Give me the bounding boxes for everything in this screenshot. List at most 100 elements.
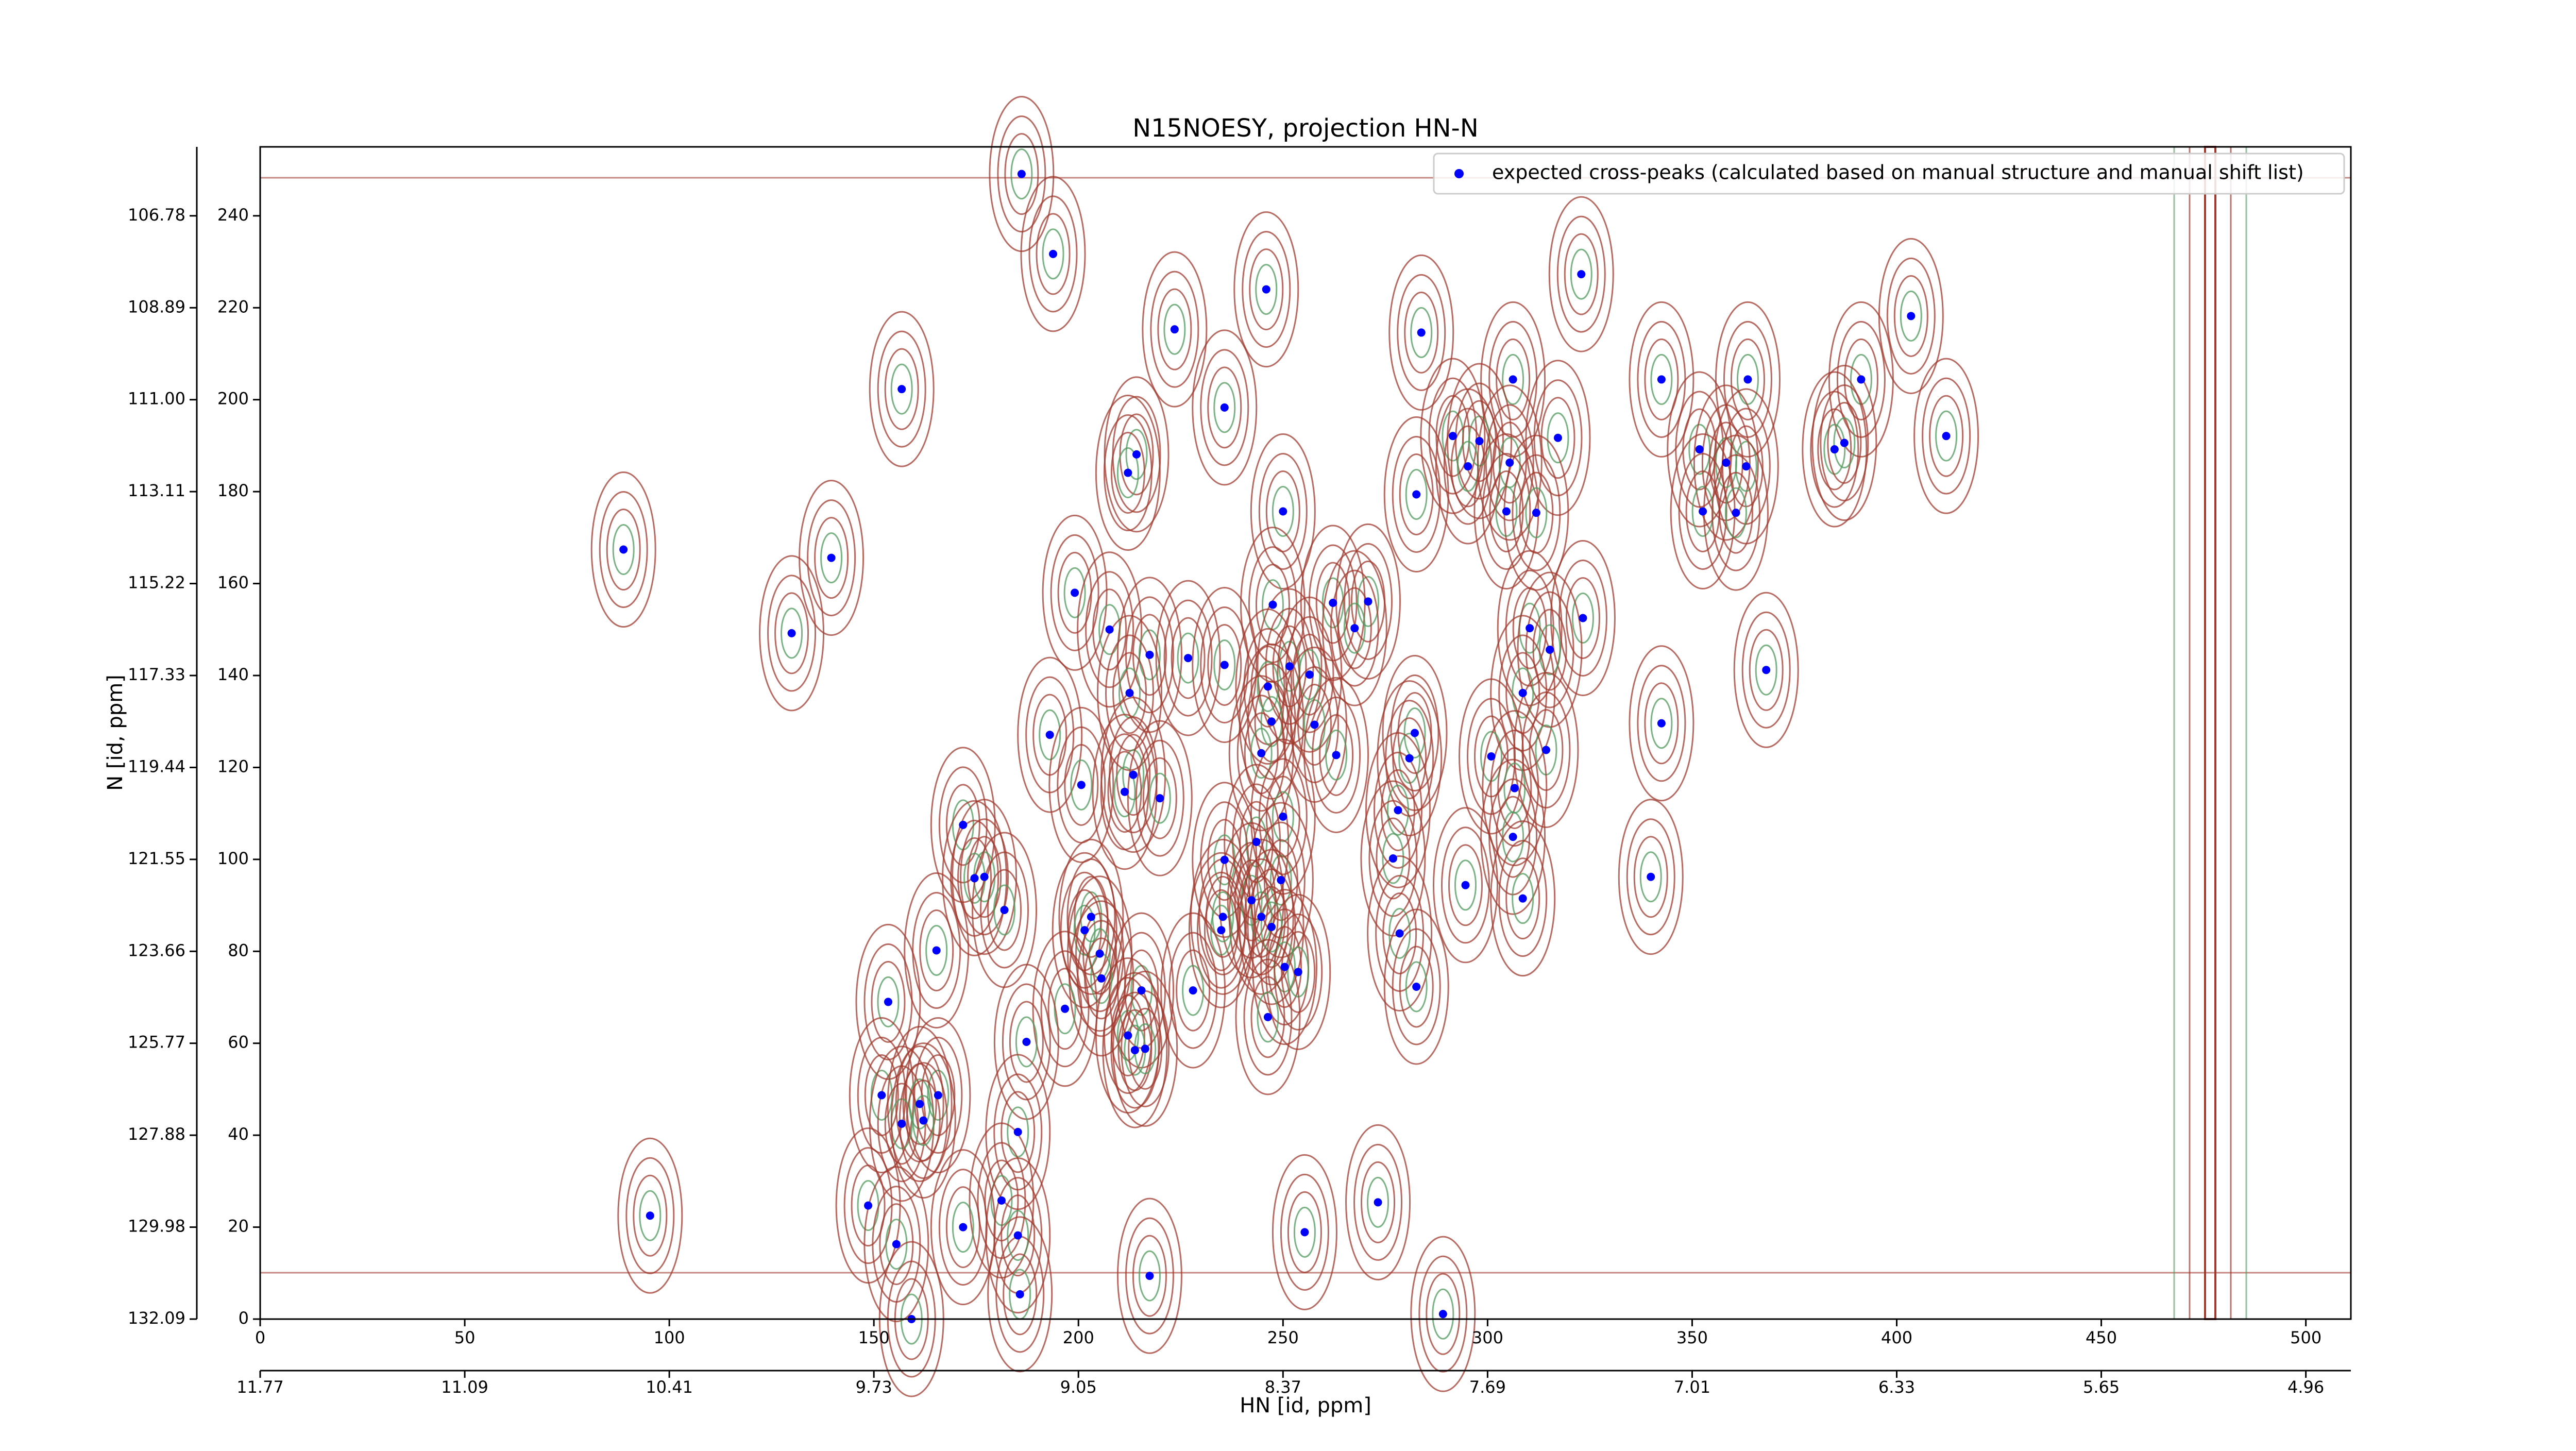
peak-contour xyxy=(1540,397,1575,479)
peak-contour xyxy=(1250,433,1316,589)
peak-contour xyxy=(1163,303,1186,355)
peak-contour xyxy=(1496,338,1531,420)
legend-label: expected cross-peaks (calculated based o… xyxy=(1492,161,2304,184)
cross-peak xyxy=(1077,781,1086,789)
peak-contour xyxy=(1420,358,1486,514)
peak-contour xyxy=(1565,577,1600,659)
cross-peak xyxy=(1277,875,1285,884)
cross-peak xyxy=(787,629,796,637)
peak-contour xyxy=(952,799,1018,955)
peak-contour xyxy=(1345,1124,1411,1280)
peak-contour xyxy=(599,491,648,609)
cross-peak xyxy=(1722,458,1731,467)
cross-peak xyxy=(1247,896,1256,905)
cross-peak xyxy=(1509,375,1517,384)
peak-contour xyxy=(1477,384,1543,541)
cross-peak xyxy=(1257,749,1266,757)
peak-contour xyxy=(1236,695,1286,812)
cross-peak xyxy=(1220,661,1229,669)
cross-peak xyxy=(1267,717,1276,726)
peak-contour xyxy=(1390,674,1439,791)
peak-contour xyxy=(1228,675,1294,832)
peak-contour xyxy=(1070,759,1093,811)
peak-contour xyxy=(957,837,992,919)
peak-contour xyxy=(884,348,919,430)
peak-contour xyxy=(1235,939,1301,1095)
peak-contour xyxy=(1365,732,1431,888)
peak-contour xyxy=(1138,1250,1161,1302)
peak-contour xyxy=(1138,629,1161,681)
peak-contour xyxy=(1036,213,1071,295)
x-tick-label: 350 xyxy=(1676,1328,1708,1347)
contour-layer xyxy=(259,96,2352,1397)
peak-contour xyxy=(1247,868,1296,986)
cross-peak xyxy=(1907,312,1916,320)
cross-peak xyxy=(1280,963,1289,971)
x2-tick-label: 7.01 xyxy=(1674,1377,1710,1397)
cross-peak xyxy=(1374,1198,1382,1207)
peak-contour xyxy=(885,1219,908,1270)
cross-peak xyxy=(1742,462,1751,471)
cross-peak xyxy=(1145,650,1154,659)
peak-contour xyxy=(1063,567,1086,618)
peak-contour xyxy=(774,592,809,674)
peak-contour xyxy=(904,872,970,1028)
plot-area xyxy=(619,170,1951,1323)
peak-contour xyxy=(1357,576,1380,627)
peak-contour xyxy=(1168,932,1218,1049)
peak-contour xyxy=(869,311,935,467)
peak-contour xyxy=(1112,970,1178,1127)
cross-peak xyxy=(1647,872,1655,881)
cross-peak xyxy=(1257,913,1266,921)
peak-contour xyxy=(1207,366,1242,449)
peak-contour xyxy=(987,1216,1053,1373)
peak-contour xyxy=(1497,747,1532,830)
peak-contour xyxy=(1102,972,1168,1128)
peak-contour xyxy=(606,509,641,591)
peak-contour xyxy=(1505,857,1540,940)
peak-contour xyxy=(1319,714,1354,796)
peak-contour xyxy=(1048,706,1114,863)
y-tick-label: 140 xyxy=(217,665,249,684)
peak-contour xyxy=(1650,353,1673,405)
peak-contour xyxy=(1119,413,1154,496)
peak-contour xyxy=(1629,301,1694,458)
x2-tick-label: 7.69 xyxy=(1469,1377,1506,1397)
peak-contour xyxy=(1054,983,1076,1035)
y2-tick-label: 127.88 xyxy=(128,1124,185,1144)
y2-tick-label: 119.44 xyxy=(128,756,185,776)
cross-peak xyxy=(646,1211,654,1220)
peak-contour xyxy=(925,924,948,976)
peak-contour xyxy=(1177,632,1199,684)
cross-peak xyxy=(1332,751,1341,760)
cross-peak xyxy=(1279,812,1287,821)
peak-contour xyxy=(1618,799,1684,955)
peak-contour xyxy=(1224,764,1290,920)
peak-contour xyxy=(1150,271,1199,388)
cross-peak xyxy=(1263,1013,1272,1021)
cross-peak xyxy=(1553,433,1562,442)
peak-contour xyxy=(590,471,656,628)
peak-contour xyxy=(1502,353,1524,405)
cross-peak xyxy=(1285,662,1294,671)
legend xyxy=(1433,153,2345,195)
cross-peak xyxy=(1105,625,1114,634)
cross-peak xyxy=(1541,746,1550,754)
peak-contour xyxy=(1633,836,1668,918)
x2-tick-label: 4.96 xyxy=(2287,1377,2324,1397)
cross-peak xyxy=(1464,462,1472,471)
peak-contour xyxy=(1312,696,1361,814)
peak-contour xyxy=(1392,717,1427,800)
peak-contour xyxy=(1010,148,1033,200)
peak-contour xyxy=(1548,196,1614,352)
peak-contour xyxy=(1399,946,1434,1028)
peak-contour xyxy=(1368,800,1418,917)
peak-contour xyxy=(1512,454,1561,571)
peak-contour xyxy=(1213,639,1236,690)
legend-marker xyxy=(1454,169,1464,178)
peak-contour xyxy=(1525,360,1591,516)
peak-contour xyxy=(1207,623,1242,706)
peak-contour xyxy=(942,800,1008,956)
peak-contour xyxy=(1497,550,1563,706)
